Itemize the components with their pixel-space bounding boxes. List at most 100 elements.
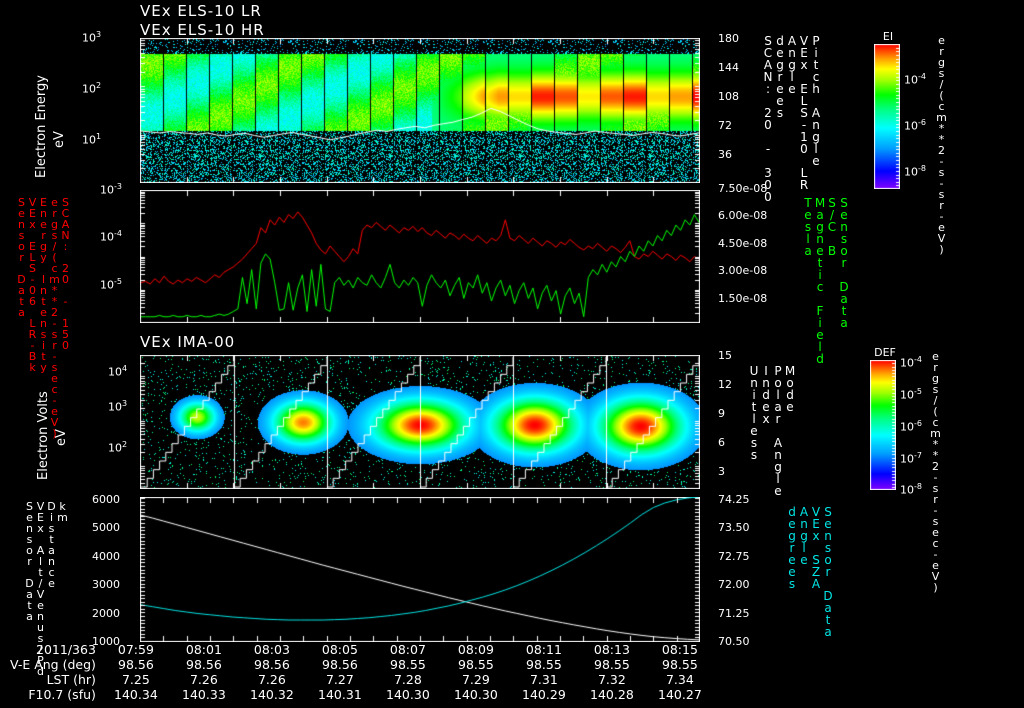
table-row-time: 2011/363 07:59 08:01 08:03 08:05 08:07 0…: [10, 642, 714, 657]
table-row-lst: LST (hr) 7.25 7.26 7.26 7.27 7.28 7.29 7…: [10, 672, 714, 687]
els-ytick-10: 101: [82, 132, 102, 147]
cell-f107-1: 140.33: [182, 687, 226, 702]
cell-veang-1: 98.56: [186, 657, 222, 672]
panel2-right-tick-4: 3.00e-08: [718, 264, 768, 277]
panel-els-title-line-1: VEx ELS-10 LR: [140, 2, 262, 20]
els-right-tick-72: 72: [718, 119, 732, 132]
ima-right-tick-12: 12: [718, 378, 732, 391]
els-right-tick-36: 36: [718, 148, 732, 161]
panel2-right-label-2: S/C B: [825, 196, 839, 256]
panel2-right-tick-5: 1.50e-08: [718, 292, 768, 305]
els-right-tick-108: 108: [718, 90, 739, 103]
panel2-right-tick-2: 6.00e-08: [718, 209, 768, 222]
ima-left-axis-label-text: Electron Volts: [36, 391, 51, 480]
panel-els-left-axis-unit: eV: [52, 131, 69, 163]
panel4-right-tick-5: 71.25: [718, 607, 750, 620]
panel-ima-left-axis-unit: eV: [54, 429, 71, 461]
cell-f107-5: 140.30: [454, 687, 498, 702]
ima-right-tick-6: 6: [718, 436, 725, 449]
ima-right-label-3: Index: [759, 364, 773, 424]
panel2-right-label-3: Magnetic Field: [813, 196, 827, 364]
cell-time-0: 07:59: [117, 642, 154, 657]
cell-lst-5: 7.29: [461, 672, 490, 687]
panel4-left-axis-label-group: Sensor Data VEx Alt/Venus/Pd Distance km: [23, 500, 69, 676]
panel2-right-tick-3: 4.50e-08: [718, 237, 768, 250]
els-right-label-1: Pitch Angle: [809, 34, 823, 166]
els-ytick-100: 102: [82, 81, 102, 96]
panel4-right-label-4: degrees: [785, 505, 799, 589]
ima-colorbar-title: DEF: [874, 346, 896, 359]
cell-f107-4: 140.30: [386, 687, 430, 702]
els-right-label-2: VEx ELS-10 LR: [797, 34, 811, 190]
panel2-left-label-2: VEx ELS-06 LR-Bk: [26, 196, 39, 372]
cell-f107-7: 140.28: [590, 687, 634, 702]
panel4-left-label-1: Sensor Data: [23, 500, 36, 621]
els-left-axis-unit-text: eV: [52, 131, 67, 148]
table-row-ve-ang: V-E Ang (deg) 98.56 98.56 98.56 98.56 98…: [10, 657, 714, 672]
ima-colorbar-unit: ergs/(cm**2-sr-sec-eV): [929, 350, 942, 592]
ima-right-label-4: Unitless: [747, 364, 761, 460]
cell-f107-8: 140.27: [658, 687, 702, 702]
panel2-left-label-1: Sensor Data: [15, 196, 28, 317]
ima-right-tick-9: 9: [718, 407, 725, 420]
panel4-right-tick-6: 70.50: [718, 635, 750, 648]
cell-veang-8: 98.55: [662, 657, 698, 672]
panel2-ytick-1e-3: 10-3: [100, 182, 122, 197]
cell-veang-2: 98.56: [254, 657, 290, 672]
cell-lst-7: 7.32: [597, 672, 626, 687]
panel2-ytick-1e-5: 10-5: [100, 277, 122, 292]
ima-colorbar-tick-1: 10-4: [900, 355, 922, 370]
els-left-axis-label-text: Electron Energy: [34, 75, 49, 178]
els-right-label-5: SCAN: 20 - 300: [761, 34, 775, 202]
panel4-ytick-3000: 3000: [92, 578, 120, 591]
panel2-right-label-1: Sensor Data: [837, 196, 851, 328]
els-ytick-1000: 103: [82, 30, 102, 45]
els-colorbar-unit: ergs/(cm**2-s-sr-eV): [935, 34, 948, 254]
panel4-right-tick-4: 72.00: [718, 578, 750, 591]
time-parameter-table: 2011/363 07:59 08:01 08:03 08:05 08:07 0…: [10, 642, 714, 702]
cell-lst-1: 7.26: [189, 672, 218, 687]
panel-els-title-line-2: VEx ELS-10 HR: [140, 21, 265, 39]
panel4-ytick-1000: 1000: [92, 635, 120, 648]
ima-right-axis-label-group: Mode Polar Angle Index Unitless: [747, 364, 797, 496]
panel4-left-label-4: km: [56, 500, 69, 522]
panel4-right-label-1: Sensor Data: [821, 505, 835, 637]
cell-veang-5: 98.55: [458, 657, 494, 672]
panel2-left-label-4: ergs/(cm**2-sr-sec-eV): [48, 196, 61, 438]
cell-time-6: 08:11: [525, 642, 562, 657]
energy-intensity-bfield-canvas: [140, 190, 700, 323]
panel4-ytick-2000: 2000: [92, 607, 120, 620]
cell-lst-3: 7.27: [325, 672, 354, 687]
cell-veang-4: 98.55: [390, 657, 426, 672]
els-right-tick-144: 144: [718, 61, 739, 74]
ima-right-tick-15: 15: [718, 349, 732, 362]
ima-colorbar-tick-5: 10-8: [900, 482, 922, 497]
panel4-left-label-2: VEx Alt/Venus/Pd: [34, 500, 47, 676]
ima-colorbar-tick-3: 10-6: [900, 419, 922, 434]
table-row-f107: F10.7 (sfu) 140.34 140.33 140.32 140.31 …: [10, 687, 714, 702]
panel2-ytick-1e-4: 10-4: [100, 229, 122, 244]
cell-f107-3: 140.31: [318, 687, 362, 702]
panel2-right-tick-1: 7.50e-08: [718, 182, 768, 195]
cell-veang-6: 98.55: [526, 657, 562, 672]
panel2-left-label-5: SCAN: 20 - 150: [59, 196, 72, 350]
ima-right-tick-3: 3: [718, 465, 725, 478]
panel2-right-axis-label-group: Sensor Data S/C B Magnetic Field Tesla: [801, 196, 851, 364]
ima-ytick-1e3: 103: [108, 399, 128, 414]
cell-lst-2: 7.26: [257, 672, 286, 687]
panel4-ytick-5000: 5000: [92, 521, 120, 534]
els-colorbar-tick-2: 10-6: [904, 118, 926, 133]
ima-ytick-1e4: 104: [108, 364, 128, 379]
els-right-tick-180: 180: [718, 32, 739, 45]
panel2-left-label-3: Energy Intensity: [37, 196, 50, 372]
els-right-label-3: Angle: [785, 34, 799, 94]
cell-veang-3: 98.56: [322, 657, 358, 672]
cell-time-3: 08:05: [321, 642, 358, 657]
els-colorbar: [874, 44, 900, 189]
row-label-ve-ang: V-E Ang (deg): [10, 657, 96, 672]
ima-colorbar: [870, 360, 896, 490]
cell-lst-8: 7.34: [665, 672, 694, 687]
panel-ima-title: VEx IMA-00: [140, 333, 236, 351]
ima-colorbar-tick-2: 10-5: [900, 387, 922, 402]
cell-lst-0: 7.25: [121, 672, 150, 687]
